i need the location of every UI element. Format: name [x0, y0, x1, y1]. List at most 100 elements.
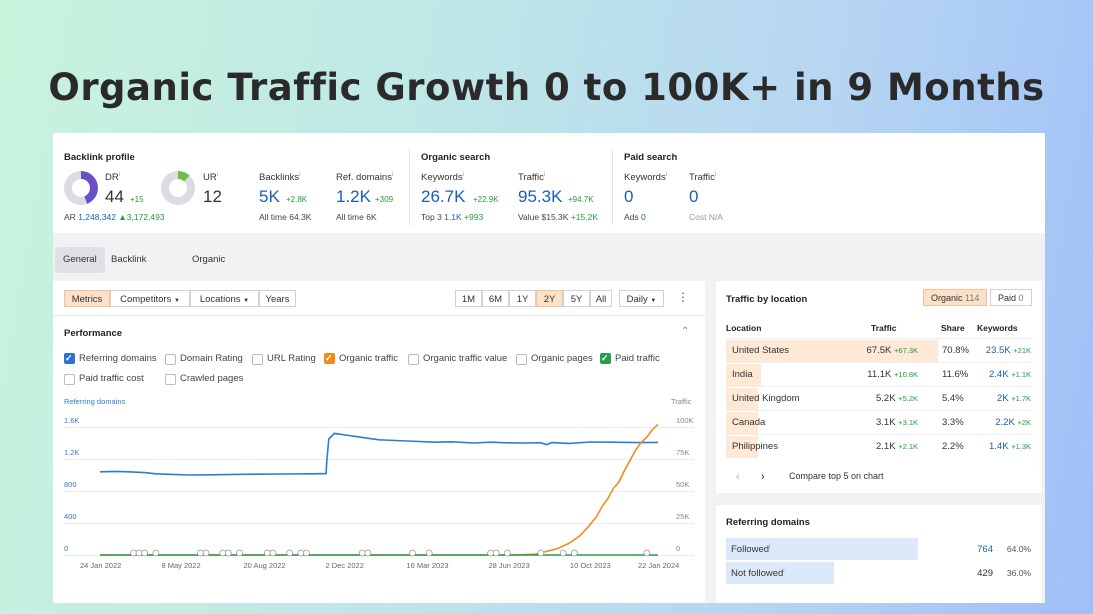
- series-line-organic-traffic[interactable]: [100, 423, 659, 556]
- range-1y-button[interactable]: 1Y: [509, 290, 536, 307]
- rd-value[interactable]: 764: [977, 544, 993, 555]
- interval-dropdown[interactable]: Daily ▼: [619, 290, 664, 307]
- share-cell: 5.4%: [942, 393, 964, 404]
- table-row[interactable]: United Kingdom 5.2K +5.2K 5.4% 2K +1.7K: [726, 386, 1031, 411]
- metrics-button[interactable]: Metrics: [64, 290, 110, 307]
- more-options-icon[interactable]: ⋮: [677, 290, 689, 304]
- chevron-up-icon[interactable]: ⌃: [681, 326, 690, 337]
- ur-label[interactable]: URi: [203, 172, 219, 184]
- annotation-marker[interactable]: [537, 549, 545, 557]
- years-button[interactable]: Years: [259, 290, 296, 307]
- ur-value[interactable]: 12: [203, 187, 222, 206]
- locations-dropdown[interactable]: Locations ▼: [190, 290, 259, 307]
- backlinks-label[interactable]: Backlinksi: [259, 172, 301, 184]
- annotation-marker[interactable]: [219, 549, 227, 557]
- range-5y-button[interactable]: 5Y: [563, 290, 590, 307]
- ref-domains-value[interactable]: 1.2K: [336, 187, 371, 206]
- column-header-keywords[interactable]: Keywords: [977, 323, 1018, 333]
- annotation-marker[interactable]: [135, 549, 143, 557]
- competitors-dropdown[interactable]: Competitors ▼: [110, 290, 190, 307]
- annotation-marker[interactable]: [570, 549, 578, 557]
- checkbox-box[interactable]: [64, 374, 75, 385]
- checkbox-box[interactable]: [252, 354, 263, 365]
- range-6m-button[interactable]: 6M: [482, 290, 509, 307]
- annotation-marker[interactable]: [224, 549, 232, 557]
- share-cell: 11.6%: [942, 369, 969, 380]
- annotation-marker[interactable]: [303, 549, 310, 557]
- checkbox-organic-traffic-value[interactable]: Organic traffic value: [408, 353, 507, 365]
- annotation-marker[interactable]: [358, 549, 366, 557]
- organic-tab[interactable]: Organic 114: [923, 289, 988, 306]
- tab-backlink-profile[interactable]: Backlink profile: [111, 254, 147, 291]
- annotation-marker[interactable]: [236, 549, 243, 557]
- checkbox-box[interactable]: [64, 352, 75, 364]
- annotation-marker[interactable]: [202, 549, 210, 557]
- rd-value[interactable]: 429: [977, 568, 993, 579]
- table-row[interactable]: Canada 3.1K +3.1K 3.3% 2.2K +2K: [726, 410, 1031, 435]
- right-tick-label: 50K: [676, 480, 690, 489]
- annotation-marker[interactable]: [364, 549, 372, 557]
- paid-traffic-value[interactable]: 0: [689, 187, 699, 206]
- annotation-marker[interactable]: [269, 549, 277, 557]
- annotation-marker[interactable]: [503, 549, 511, 557]
- chevron-left-icon[interactable]: ‹: [736, 471, 740, 483]
- organic-keywords-value[interactable]: 26.7K: [421, 187, 466, 206]
- ref-domains-label[interactable]: Ref. domainsi: [336, 172, 394, 184]
- compare-top5-link[interactable]: Compare top 5 on chart: [789, 471, 884, 481]
- page-headline: Organic Traffic Growth 0 to 100K+ in 9 M…: [48, 66, 1045, 109]
- paid-keywords-value[interactable]: 0: [624, 187, 634, 206]
- chevron-right-icon[interactable]: ›: [761, 471, 765, 483]
- paid-keywords-label[interactable]: Keywordsi: [624, 172, 668, 184]
- checkbox-box[interactable]: [165, 354, 176, 365]
- checkbox-referring-domains[interactable]: Referring domains: [64, 352, 157, 365]
- checkbox-organic-traffic[interactable]: Organic traffic: [324, 352, 398, 365]
- annotation-marker[interactable]: [197, 549, 204, 557]
- tab-organic-search[interactable]: Organic search: [192, 254, 226, 291]
- annotation-marker[interactable]: [492, 549, 500, 557]
- table-row[interactable]: India 11.1K +10.8K 11.6% 2.4K +1.1K: [726, 362, 1031, 387]
- ar-value[interactable]: 1,248,342: [78, 212, 117, 222]
- checkbox-paid-traffic-cost[interactable]: Paid traffic cost: [64, 373, 144, 385]
- checkbox-paid-traffic[interactable]: Paid traffic: [600, 352, 660, 365]
- checkbox-box[interactable]: [165, 374, 176, 385]
- table-row[interactable]: United States 67.5K +67.3K 70.8% 23.5K +21K: [726, 338, 1031, 363]
- annotation-marker[interactable]: [409, 549, 416, 557]
- paid-traffic-label[interactable]: Traffici: [689, 172, 717, 184]
- column-header-location[interactable]: Location: [726, 323, 762, 333]
- table-row[interactable]: Philippines 2.1K +2.1K 2.2% 1.4K +1.3K: [726, 434, 1031, 459]
- checkbox-box[interactable]: [600, 352, 611, 364]
- checkbox-domain-rating[interactable]: Domain Rating: [165, 353, 243, 365]
- annotation-marker[interactable]: [130, 549, 137, 557]
- column-header-traffic[interactable]: Traffic: [871, 323, 897, 333]
- annotation-marker[interactable]: [643, 549, 651, 557]
- checkbox-box[interactable]: [324, 352, 335, 364]
- range-1m-button[interactable]: 1M: [455, 290, 482, 307]
- table-row[interactable]: Not followedi 429 36.0%: [726, 562, 1031, 584]
- series-line-referring-domains[interactable]: [99, 432, 659, 476]
- organic-keywords-label[interactable]: Keywordsi: [421, 172, 465, 184]
- table-row[interactable]: Followedi 764 64.0%: [726, 538, 1031, 560]
- checkbox-organic-pages[interactable]: Organic pages: [516, 353, 593, 365]
- checkbox-url-rating[interactable]: URL Rating: [252, 353, 316, 365]
- annotation-marker[interactable]: [425, 549, 433, 557]
- annotation-marker[interactable]: [487, 549, 495, 557]
- annotation-marker[interactable]: [141, 549, 149, 557]
- checkbox-box[interactable]: [408, 354, 419, 365]
- checkbox-box[interactable]: [516, 354, 527, 365]
- dr-label[interactable]: DRi: [105, 172, 121, 184]
- organic-traffic-label[interactable]: Traffici: [518, 172, 546, 184]
- annotation-marker[interactable]: [263, 549, 271, 557]
- column-header-share[interactable]: Share: [941, 323, 965, 333]
- annotation-marker[interactable]: [297, 549, 305, 557]
- backlinks-value[interactable]: 5K: [259, 187, 280, 206]
- annotation-marker[interactable]: [559, 549, 567, 557]
- dr-value[interactable]: 44: [105, 187, 124, 206]
- checkbox-crawled-pages[interactable]: Crawled pages: [165, 373, 243, 385]
- annotation-marker[interactable]: [286, 549, 294, 557]
- range-2y-button[interactable]: 2Y: [536, 290, 563, 307]
- annotation-marker[interactable]: [152, 549, 160, 557]
- paid-tab[interactable]: Paid 0: [990, 289, 1032, 306]
- tab-general[interactable]: General: [55, 247, 105, 273]
- organic-traffic-value[interactable]: 95.3K: [518, 187, 563, 206]
- range-all-button[interactable]: All: [590, 290, 612, 307]
